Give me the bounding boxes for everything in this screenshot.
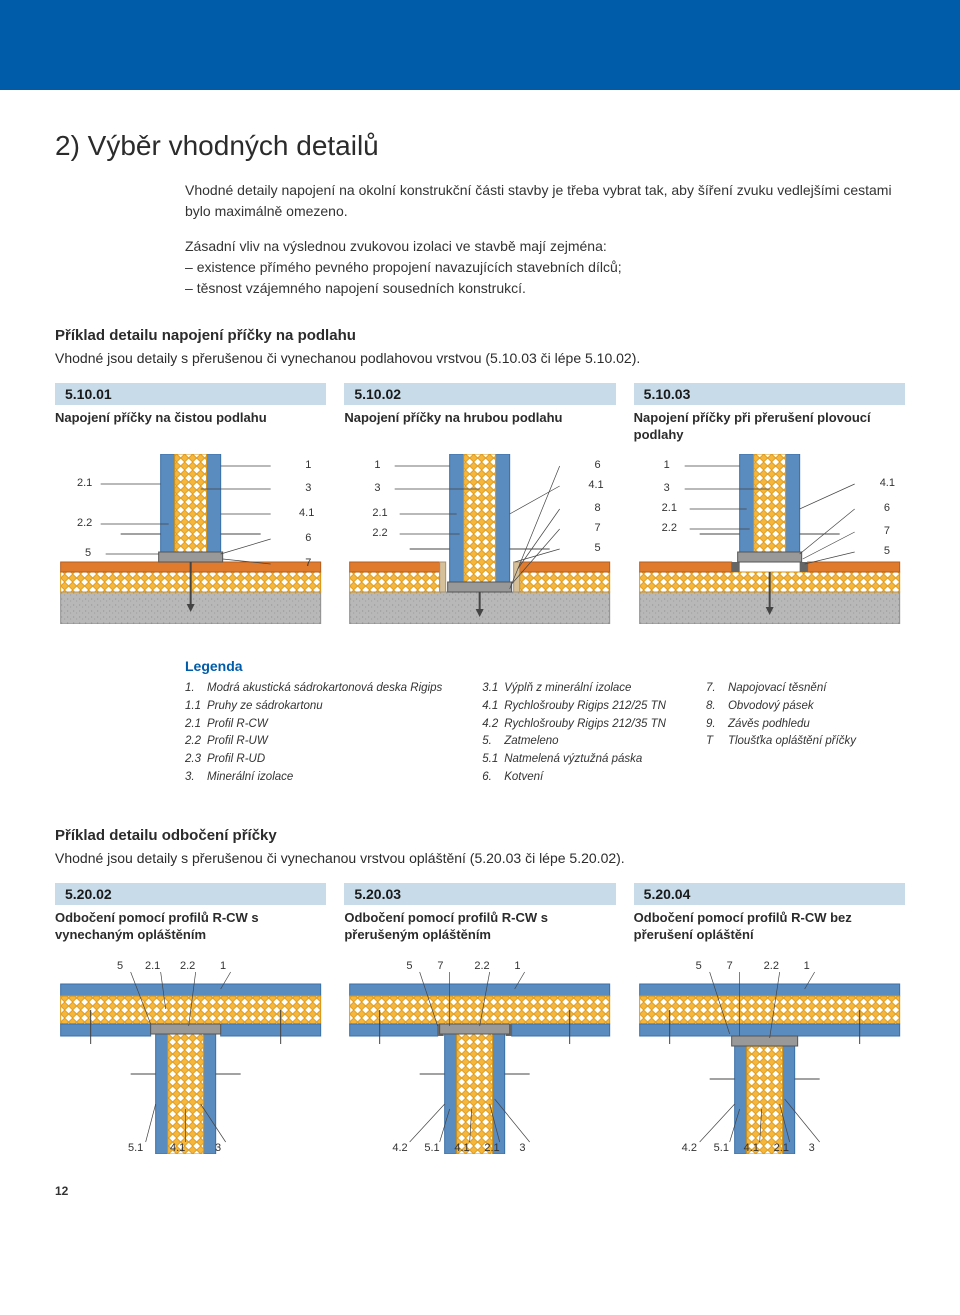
diagram-5-20-04: 5 7 2.2 1 4.2 5.1 4.1 2.1 3 [634, 954, 905, 1154]
legend-columns: 1.Modrá akustická sádrokartonová deska R… [185, 680, 905, 787]
legend-item: 4.1Rychlošrouby Rigips 212/25 TN [482, 698, 666, 716]
card-title: Odbočení pomocí profilů R-CW bez přeruše… [634, 910, 905, 944]
card-title: Napojení příčky na čistou podlahu [55, 410, 326, 444]
page-content: 2) Výběr vhodných detailů Vhodné detaily… [0, 90, 960, 1218]
card-title: Odbočení pomocí profilů R-CW s přerušený… [344, 910, 615, 944]
section2-cards: 5.20.02 Odbočení pomocí profilů R-CW s v… [55, 883, 905, 1154]
legend-item: 3.1Výplň z minerální izolace [482, 680, 666, 698]
legend-title: Legenda [185, 658, 905, 674]
legend-col-3: 7.Napojovací těsnění8.Obvodový pásek9.Zá… [706, 680, 856, 787]
legend-item: 8.Obvodový pásek [706, 698, 856, 716]
legend-item: 1.1Pruhy ze sádrokartonu [185, 698, 442, 716]
legend-item: 1.Modrá akustická sádrokartonová deska R… [185, 680, 442, 698]
legend-col-1: 1.Modrá akustická sádrokartonová deska R… [185, 680, 442, 787]
section2-sub: Vhodné jsou detaily s přerušenou či vyne… [55, 848, 905, 869]
legend-item: 2.2Profil R-UW [185, 733, 442, 751]
diagram-5-10-02: 1 3 2.1 2.2 6 4.1 8 7 5 [344, 454, 615, 624]
legend-item: 3.Minerální izolace [185, 769, 442, 787]
diagram-5-10-01: 2.1 2.2 5 1 3 4.1 6 7 [55, 454, 326, 624]
card-5-20-02: 5.20.02 Odbočení pomocí profilů R-CW s v… [55, 883, 326, 1154]
card-title: Odbočení pomocí profilů R-CW s vynechaný… [55, 910, 326, 944]
section2-heading: Příklad detailu odbočení příčky [55, 827, 905, 844]
card-code: 5.10.03 [634, 383, 905, 405]
diagram-5-10-03: 1 3 2.1 2.2 4.1 6 7 5 [634, 454, 905, 624]
card-5-10-01: 5.10.01 Napojení příčky na čistou podlah… [55, 383, 326, 624]
legend-item: 6.Kotvení [482, 769, 666, 787]
section1-heading: Příklad detailu napojení příčky na podla… [55, 327, 905, 344]
legend-item: 2.3Profil R-UD [185, 751, 442, 769]
legend-item: 9.Závěs podhledu [706, 716, 856, 734]
card-5-20-04: 5.20.04 Odbočení pomocí profilů R-CW bez… [634, 883, 905, 1154]
card-code: 5.20.04 [634, 883, 905, 905]
legend-item: TTloušťka opláštění příčky [706, 733, 856, 751]
card-code: 5.10.02 [344, 383, 615, 405]
card-5-10-03: 5.10.03 Napojení příčky při přerušení pl… [634, 383, 905, 624]
page-number: 12 [55, 1184, 905, 1198]
legend: Legenda 1.Modrá akustická sádrokartonová… [185, 658, 905, 787]
diagram-5-20-02: 5 2.1 2.2 1 5.1 4.1 3 [55, 954, 326, 1154]
legend-item: 7.Napojovací těsnění [706, 680, 856, 698]
section1-sub: Vhodné jsou detaily s přerušenou či vyne… [55, 348, 905, 369]
section1-cards: 5.10.01 Napojení příčky na čistou podlah… [55, 383, 905, 624]
card-code: 5.20.03 [344, 883, 615, 905]
page-title: 2) Výběr vhodných detailů [55, 130, 905, 162]
intro-text: Vhodné detaily napojení na okolní konstr… [55, 180, 905, 299]
legend-item: 4.2Rychlošrouby Rigips 212/35 TN [482, 716, 666, 734]
legend-item: 2.1Profil R-CW [185, 716, 442, 734]
card-5-10-02: 5.10.02 Napojení příčky na hrubou podlah… [344, 383, 615, 624]
legend-item: 5.1Natmelená výztužná páska [482, 751, 666, 769]
legend-col-2: 3.1Výplň z minerální izolace4.1Rychlošro… [482, 680, 666, 787]
card-code: 5.10.01 [55, 383, 326, 405]
card-title: Napojení příčky při přerušení plovoucí p… [634, 410, 905, 444]
legend-item: 5.Zatmeleno [482, 733, 666, 751]
card-code: 5.20.02 [55, 883, 326, 905]
card-title: Napojení příčky na hrubou podlahu [344, 410, 615, 444]
header-band [0, 0, 960, 90]
diagram-5-20-03: 5 7 2.2 1 4.2 5.1 4.1 2.1 3 [344, 954, 615, 1154]
intro-p2: Zásadní vliv na výslednou zvukovou izola… [185, 236, 905, 299]
card-5-20-03: 5.20.03 Odbočení pomocí profilů R-CW s p… [344, 883, 615, 1154]
intro-p1: Vhodné detaily napojení na okolní konstr… [185, 180, 905, 222]
